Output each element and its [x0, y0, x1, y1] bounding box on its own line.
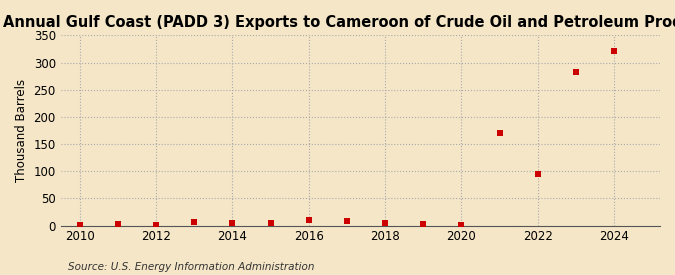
Point [227, 221, 238, 225]
Point [380, 221, 391, 226]
Title: Annual Gulf Coast (PADD 3) Exports to Cameroon of Crude Oil and Petroleum Produc: Annual Gulf Coast (PADD 3) Exports to Ca… [3, 15, 675, 30]
Point [494, 131, 505, 135]
Point [189, 220, 200, 224]
Point [456, 222, 467, 227]
Point [265, 221, 276, 226]
Point [418, 222, 429, 226]
Point [342, 219, 352, 224]
Point [570, 70, 581, 74]
Point [74, 222, 85, 227]
Y-axis label: Thousand Barrels: Thousand Barrels [15, 79, 28, 182]
Point [609, 48, 620, 53]
Point [113, 222, 124, 226]
Point [303, 218, 314, 222]
Point [533, 172, 543, 176]
Text: Source: U.S. Energy Information Administration: Source: U.S. Energy Information Administ… [68, 262, 314, 272]
Point [151, 222, 161, 227]
